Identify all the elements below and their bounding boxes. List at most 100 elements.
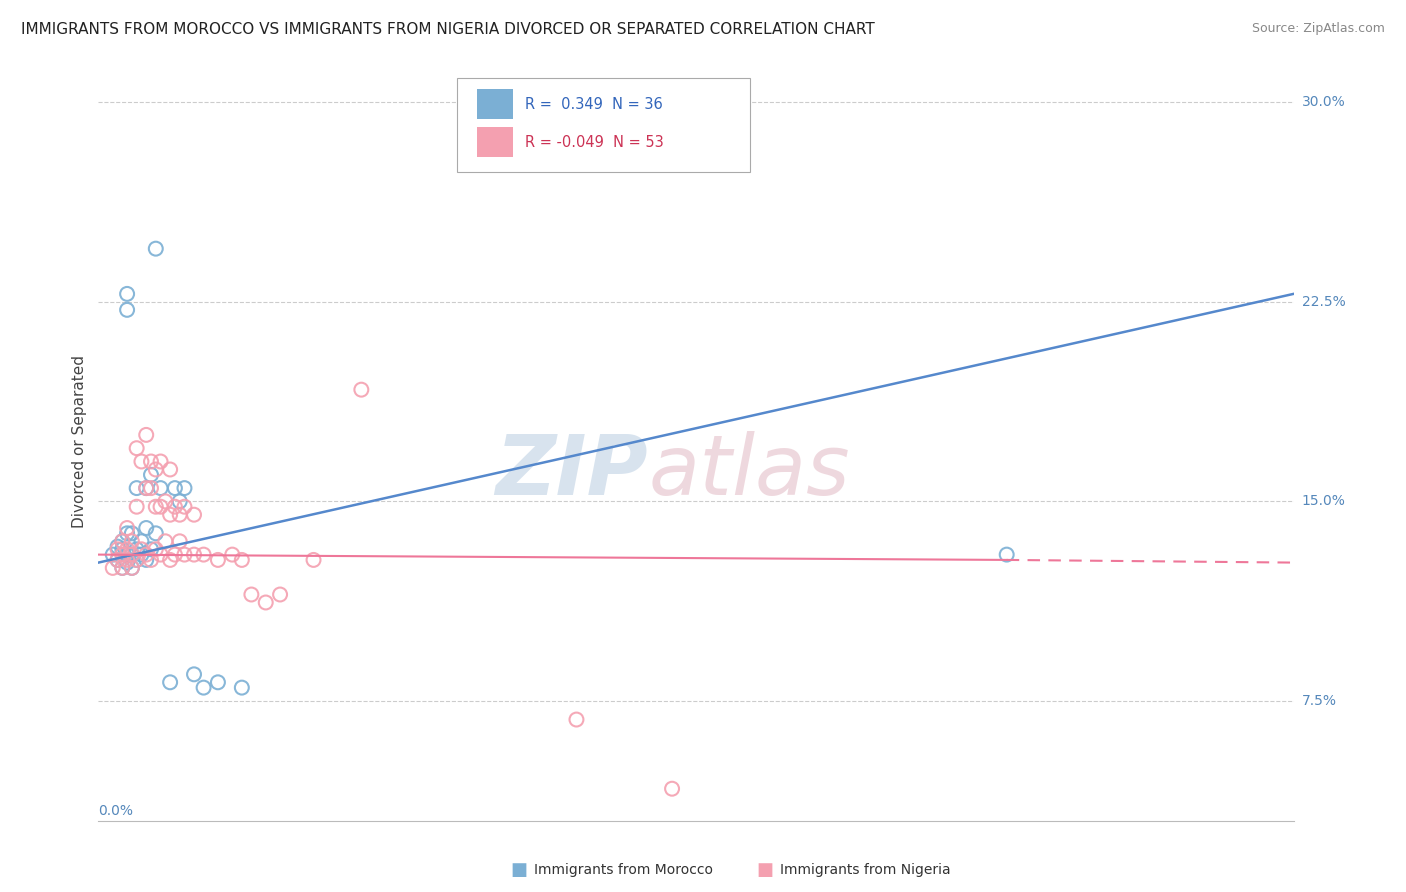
Point xyxy=(231,681,253,695)
Point xyxy=(995,548,1018,562)
Point xyxy=(240,587,263,601)
Point xyxy=(115,302,138,317)
Point xyxy=(121,548,143,562)
Point xyxy=(159,553,181,567)
Text: IMMIGRANTS FROM MOROCCO VS IMMIGRANTS FROM NIGERIA DIVORCED OR SEPARATED CORRELA: IMMIGRANTS FROM MOROCCO VS IMMIGRANTS FR… xyxy=(21,22,875,37)
Point xyxy=(163,548,186,562)
Point xyxy=(169,494,191,508)
Point xyxy=(183,548,205,562)
Point xyxy=(121,561,143,575)
Point xyxy=(139,553,162,567)
Point xyxy=(149,500,172,514)
Point xyxy=(183,508,205,522)
Point xyxy=(139,467,162,482)
Point xyxy=(145,542,167,557)
Point xyxy=(101,561,124,575)
Point xyxy=(131,534,153,549)
Point xyxy=(221,548,243,562)
Point xyxy=(163,481,186,495)
Point xyxy=(135,548,157,562)
Point xyxy=(183,667,205,681)
Point xyxy=(159,508,181,522)
Point xyxy=(111,534,134,549)
Point xyxy=(115,286,138,301)
Point xyxy=(101,548,124,562)
Point xyxy=(121,534,143,549)
Point xyxy=(121,548,143,562)
Point xyxy=(135,428,157,442)
Point xyxy=(139,454,162,468)
Point xyxy=(125,553,148,567)
Point xyxy=(302,553,325,567)
Point xyxy=(135,553,157,567)
Point xyxy=(125,553,148,567)
Point xyxy=(111,561,134,575)
Point xyxy=(155,534,177,549)
Point xyxy=(231,553,253,567)
Point xyxy=(107,553,129,567)
Text: Immigrants from Nigeria: Immigrants from Nigeria xyxy=(780,863,950,877)
FancyBboxPatch shape xyxy=(457,78,749,172)
Point xyxy=(139,542,162,557)
Point xyxy=(131,542,153,557)
Text: R =  0.349  N = 36: R = 0.349 N = 36 xyxy=(524,96,662,112)
Point xyxy=(115,548,138,562)
Point xyxy=(565,713,588,727)
Point xyxy=(125,500,148,514)
FancyBboxPatch shape xyxy=(477,89,513,120)
Text: 15.0%: 15.0% xyxy=(1302,494,1346,508)
Point xyxy=(135,521,157,535)
Text: ■: ■ xyxy=(510,861,527,879)
Point xyxy=(121,526,143,541)
FancyBboxPatch shape xyxy=(477,127,513,157)
Point xyxy=(169,534,191,549)
Text: 7.5%: 7.5% xyxy=(1302,694,1337,708)
Text: 22.5%: 22.5% xyxy=(1302,295,1346,309)
Text: 30.0%: 30.0% xyxy=(1302,95,1346,110)
Point xyxy=(661,781,683,796)
Point xyxy=(111,548,134,562)
Point xyxy=(207,553,229,567)
Text: 0.0%: 0.0% xyxy=(98,804,134,818)
Point xyxy=(149,548,172,562)
Point xyxy=(115,542,138,557)
Text: atlas: atlas xyxy=(648,432,849,512)
Point xyxy=(111,542,134,557)
Point xyxy=(125,481,148,495)
Point xyxy=(139,481,162,495)
Point xyxy=(121,561,143,575)
Point xyxy=(131,548,153,562)
Point xyxy=(135,481,157,495)
Point xyxy=(125,441,148,455)
Point xyxy=(159,675,181,690)
Point xyxy=(254,595,277,609)
Point xyxy=(149,454,172,468)
Point xyxy=(207,675,229,690)
Point xyxy=(145,462,167,476)
Point xyxy=(131,454,153,468)
Point xyxy=(173,481,195,495)
Text: ZIP: ZIP xyxy=(495,432,648,512)
Point xyxy=(193,681,215,695)
Point xyxy=(107,553,129,567)
Point xyxy=(111,561,134,575)
Point xyxy=(145,242,167,256)
Point xyxy=(163,500,186,514)
Text: R = -0.049  N = 53: R = -0.049 N = 53 xyxy=(524,135,664,150)
Point xyxy=(269,587,291,601)
Point xyxy=(111,534,134,549)
Point xyxy=(125,542,148,557)
Point xyxy=(135,481,157,495)
Point xyxy=(169,508,191,522)
Text: Source: ZipAtlas.com: Source: ZipAtlas.com xyxy=(1251,22,1385,36)
Point xyxy=(173,548,195,562)
Point xyxy=(149,481,172,495)
Point xyxy=(107,540,129,554)
Point xyxy=(107,542,129,557)
Y-axis label: Divorced or Separated: Divorced or Separated xyxy=(72,355,87,528)
Point xyxy=(115,553,138,567)
Point xyxy=(173,500,195,514)
Point xyxy=(145,500,167,514)
Point xyxy=(115,521,138,535)
Point xyxy=(145,526,167,541)
